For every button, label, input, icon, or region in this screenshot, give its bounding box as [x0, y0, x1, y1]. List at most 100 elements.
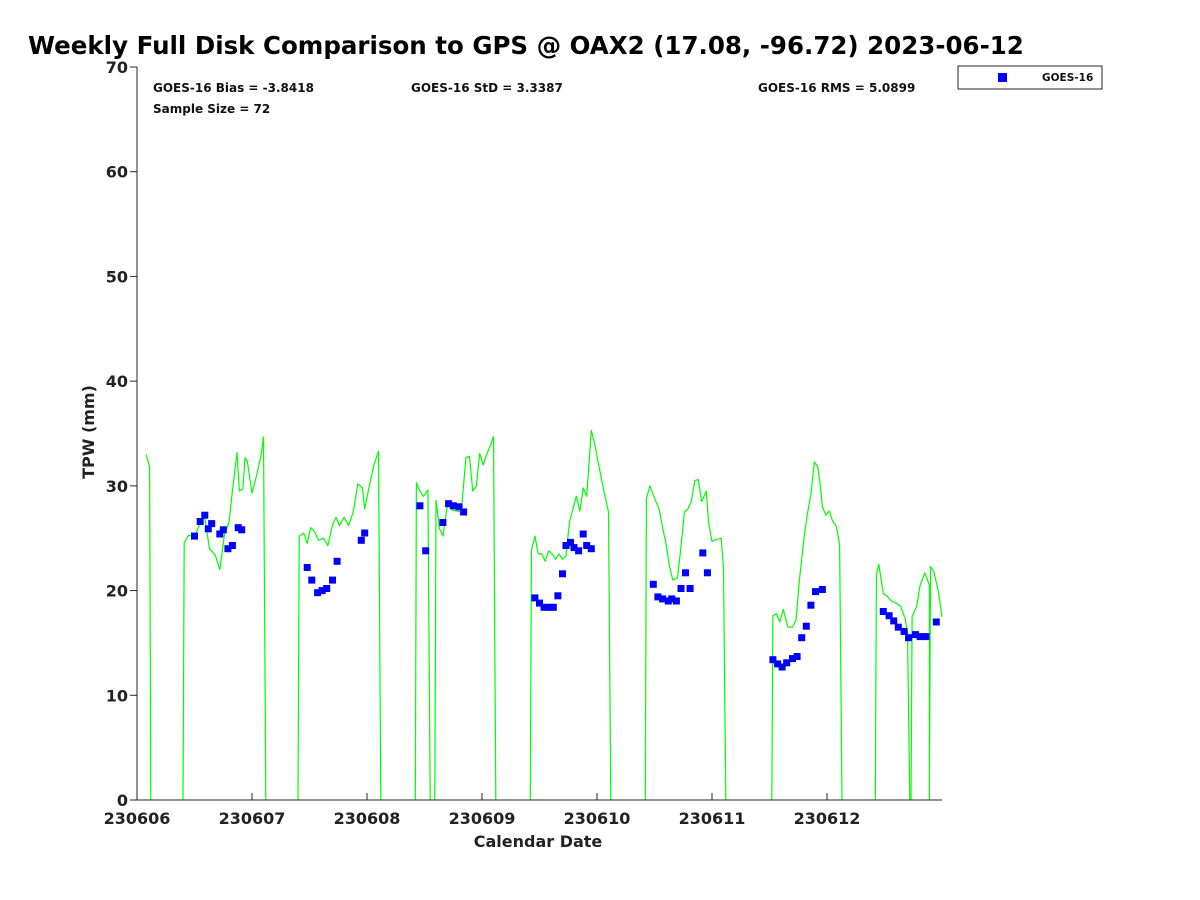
goes16-point	[238, 526, 246, 534]
goes16-point	[649, 580, 657, 588]
goes16-point	[416, 502, 424, 510]
goes16-point	[659, 595, 667, 603]
goes16-point	[562, 542, 570, 549]
y-tick-label: 60	[106, 163, 128, 182]
x-ticks: 230606 230607 230608 230609 230610 230611 2306…	[104, 793, 861, 828]
goes16-point	[439, 519, 447, 526]
goes16-point	[445, 500, 453, 508]
goes16-point	[587, 545, 595, 553]
goes16-points-layer	[191, 500, 940, 671]
goes16-point	[228, 542, 236, 549]
gps-line-segment	[414, 482, 431, 801]
x-tick-label: 230611	[679, 809, 746, 828]
gps-line-segment	[145, 454, 152, 801]
goes16-point	[196, 518, 204, 525]
gps-line-segment	[644, 479, 727, 801]
gps-line-segment	[434, 436, 497, 801]
goes16-point	[774, 660, 782, 668]
chart-title: Weekly Full Disk Comparison to GPS @ OAX…	[28, 31, 1024, 60]
y-tick-label: 20	[106, 582, 128, 601]
rms-stat: GOES-16 RMS = 5.0899	[758, 81, 915, 95]
legend-label-goes16: GOES-16	[1042, 72, 1093, 84]
y-tick-label: 0	[117, 791, 128, 810]
goes16-point	[191, 532, 198, 540]
goes16-point	[879, 608, 887, 615]
sample-size-stat: Sample Size = 72	[153, 102, 270, 116]
gps-line-segment	[262, 436, 267, 801]
y-tick-label: 50	[106, 267, 128, 286]
x-tick-label: 230608	[334, 809, 401, 828]
goes16-point	[812, 588, 819, 596]
goes16-point	[682, 569, 689, 577]
goes16-point	[699, 549, 707, 557]
goes16-point	[422, 547, 430, 555]
goes16-point	[219, 526, 227, 534]
x-axis-label: Calendar Date	[474, 832, 603, 851]
goes16-point	[894, 623, 902, 631]
goes16-point	[570, 544, 578, 552]
goes16-point	[554, 592, 562, 600]
legend-marker-goes16	[998, 73, 1007, 82]
goes16-point	[531, 594, 539, 602]
bias-stat: GOES-16 Bias = -3.8418	[153, 81, 314, 95]
goes16-point	[318, 587, 326, 595]
gps-line-segment	[529, 429, 612, 801]
goes16-point	[778, 663, 786, 671]
std-stat: GOES-16 StD = 3.3387	[411, 81, 563, 95]
y-tick-label: 70	[106, 58, 128, 77]
goes16-point	[303, 564, 311, 571]
goes16-point	[932, 618, 940, 626]
goes16-point	[455, 503, 463, 511]
goes16-point	[361, 529, 369, 537]
x-tick-label: 230610	[564, 809, 631, 828]
goes16-point	[654, 593, 662, 601]
goes16-point	[783, 659, 791, 667]
x-tick-label: 230606	[104, 809, 171, 828]
gps-line-segment	[874, 563, 911, 801]
goes16-point	[769, 656, 777, 664]
gps-line-segment	[771, 461, 843, 801]
goes16-point	[224, 545, 232, 553]
gps-line-layer	[145, 429, 943, 801]
goes16-point	[905, 634, 913, 642]
goes16-point	[329, 576, 336, 584]
goes16-point	[912, 631, 919, 639]
goes16-point	[818, 586, 826, 593]
goes16-point	[216, 530, 224, 538]
goes16-point	[583, 542, 591, 549]
y-tick-label: 30	[106, 477, 128, 496]
goes16-point	[460, 508, 468, 516]
goes16-point	[204, 525, 212, 533]
legend-box	[957, 65, 1103, 90]
goes16-point	[798, 634, 806, 642]
goes16-point	[802, 622, 810, 630]
x-tick-label: 230609	[449, 809, 516, 828]
goes16-point	[793, 653, 801, 660]
x-tick-label: 230612	[794, 809, 861, 828]
gps-line-segment	[297, 450, 382, 801]
goes16-point	[549, 603, 557, 611]
goes16-point	[540, 603, 548, 611]
gps-line-segment	[910, 565, 943, 801]
goes16-point	[890, 617, 898, 625]
goes16-point	[559, 570, 566, 578]
legend: GOES-16	[957, 65, 1103, 90]
goes16-point	[807, 601, 815, 609]
x-tick-label: 230607	[219, 809, 286, 828]
goes16-point	[323, 585, 331, 592]
goes16-point	[314, 589, 322, 597]
y-tick-label: 40	[106, 372, 128, 391]
goes16-point	[668, 595, 676, 603]
goes16-point	[916, 633, 924, 641]
gps-line-segment	[182, 436, 265, 801]
y-tick-label: 10	[106, 686, 128, 705]
goes16-point	[449, 502, 457, 510]
y-ticks: 0 10 20 30 40 50 60 70	[106, 58, 137, 810]
goes16-point	[333, 557, 341, 565]
y-axis-label: TPW (mm)	[79, 385, 98, 479]
goes16-point	[686, 585, 694, 592]
goes16-point	[922, 633, 930, 641]
goes16-point	[672, 597, 680, 605]
goes16-point	[201, 511, 209, 519]
